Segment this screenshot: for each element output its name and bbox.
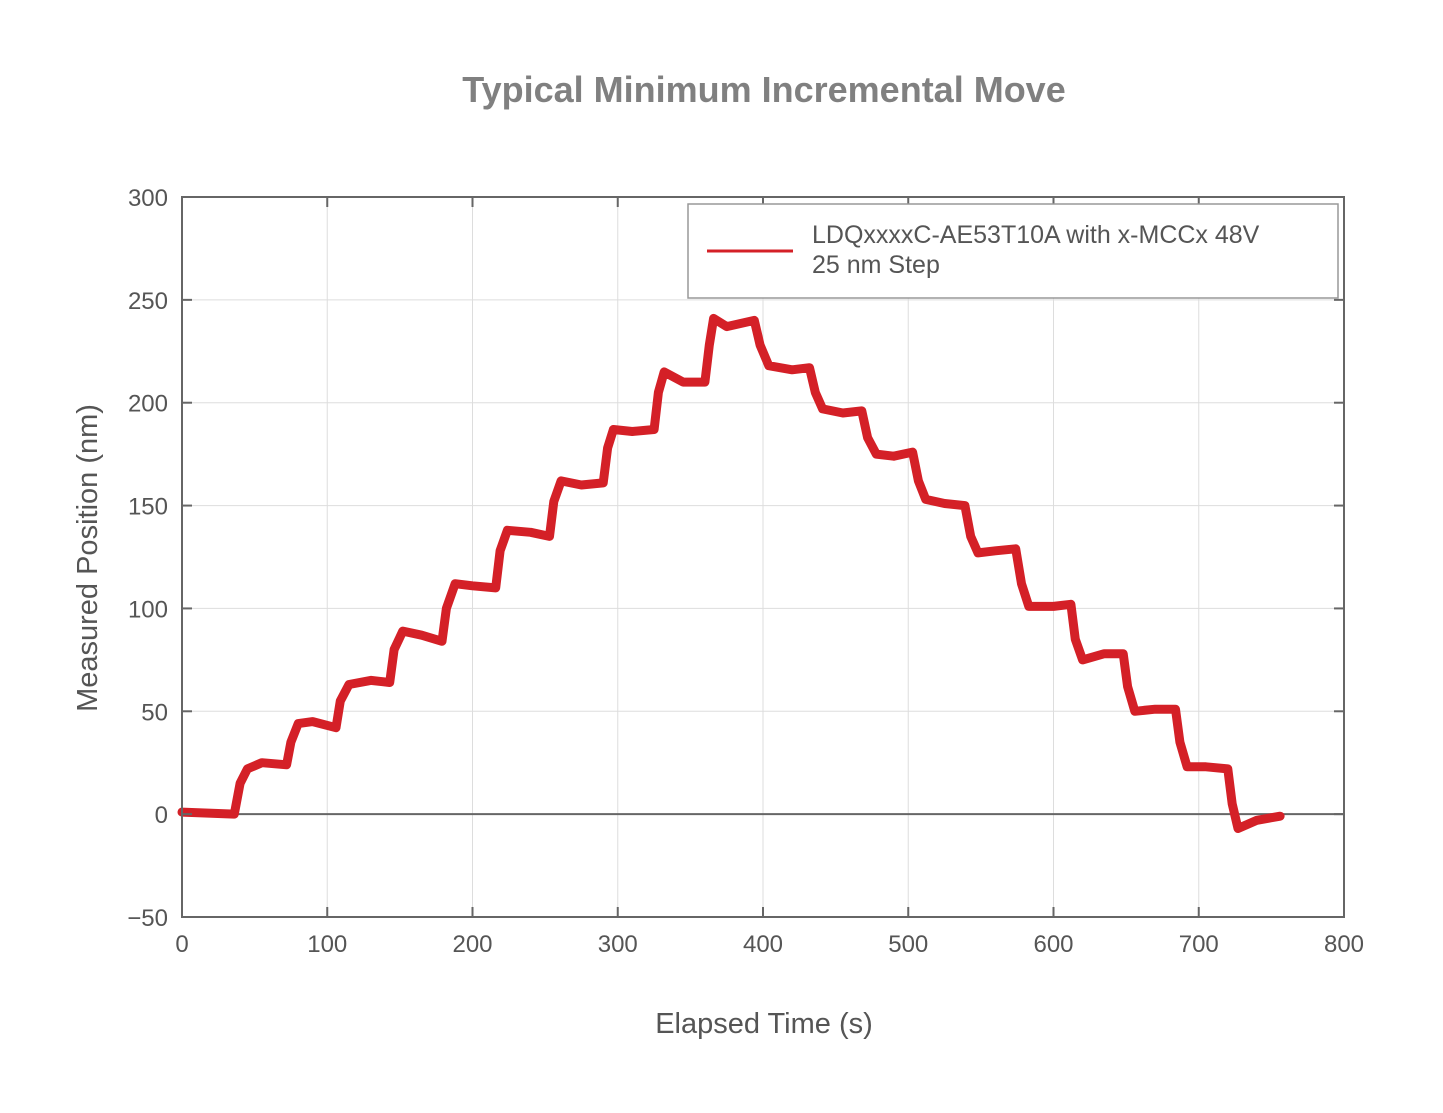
legend: LDQxxxxC-AE53T10A with x-MCCx 48V 25 nm … <box>687 203 1339 299</box>
y-tick-label: 100 <box>128 596 168 623</box>
y-tick-label: 50 <box>141 699 168 726</box>
x-tick-label: 200 <box>452 931 492 958</box>
legend-line-2: 25 nm Step <box>812 251 940 279</box>
y-tick-label: −50 <box>127 905 168 932</box>
x-tick-label: 500 <box>888 931 928 958</box>
y-tick-label: 150 <box>128 494 168 521</box>
grid <box>181 196 1345 918</box>
x-tick-label: 100 <box>307 931 347 958</box>
chart-title: Typical Minimum Incremental Move <box>462 69 1065 110</box>
x-tick-label: 700 <box>1179 931 1219 958</box>
series-line <box>177 313 1285 833</box>
x-tick-label: 600 <box>1033 931 1073 958</box>
x-tick-label: 400 <box>743 931 783 958</box>
legend-box <box>687 203 1339 299</box>
y-tick-label: 250 <box>128 288 168 315</box>
y-tick-label: 200 <box>128 391 168 418</box>
y-tick-label: 300 <box>128 185 168 212</box>
y-tick-label: 0 <box>155 802 168 829</box>
ticks <box>181 196 1345 918</box>
y-axis-label: Measured Position (nm) <box>72 404 104 712</box>
x-tick-label: 800 <box>1324 931 1364 958</box>
legend-line-1: LDQxxxxC-AE53T10A with x-MCCx 48V <box>812 221 1260 249</box>
x-tick-label: 300 <box>598 931 638 958</box>
x-axis-label: Elapsed Time (s) <box>655 1008 873 1040</box>
x-tick-label: 0 <box>175 931 188 958</box>
